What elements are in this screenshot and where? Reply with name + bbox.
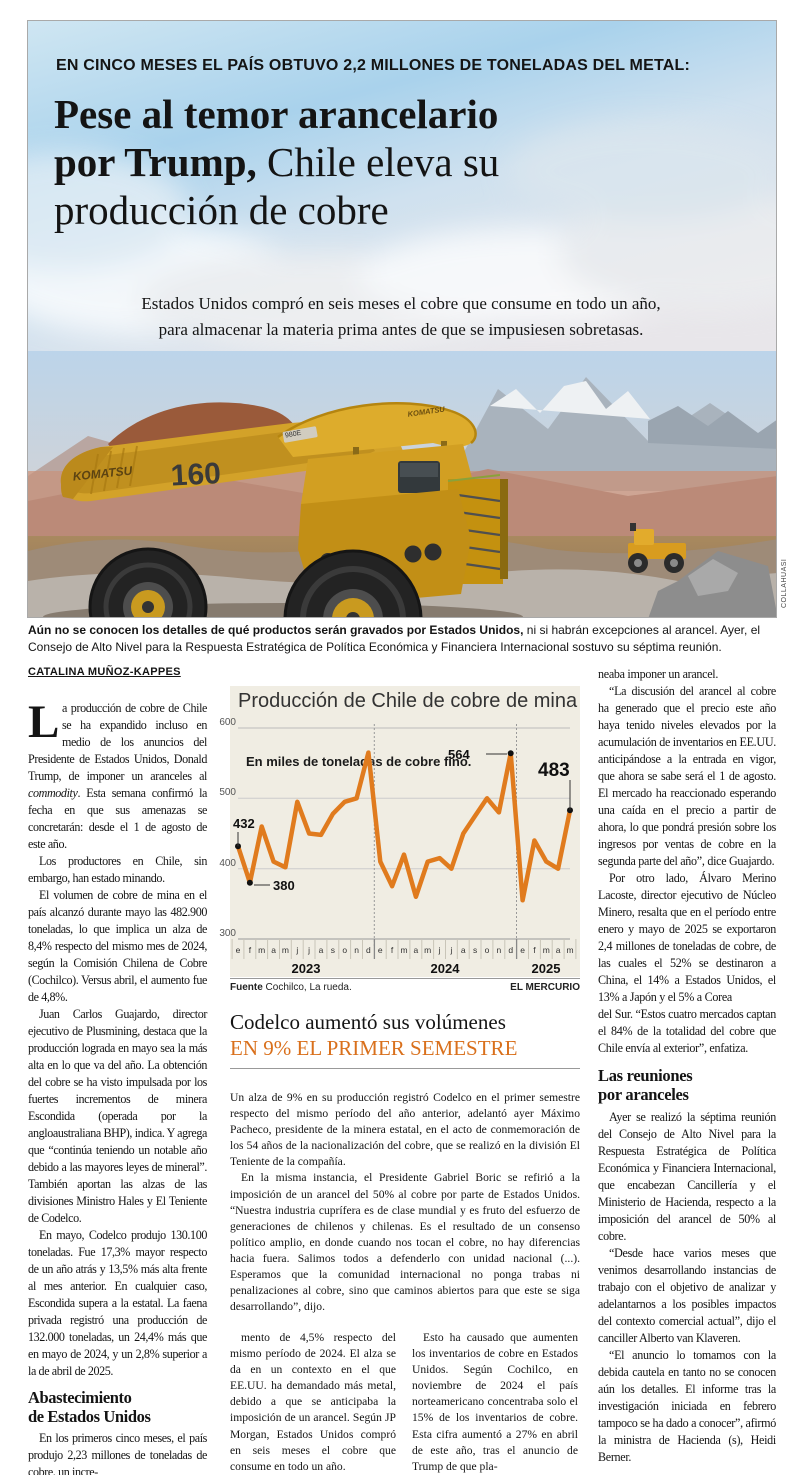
svg-text:2024: 2024 (431, 961, 461, 976)
svg-text:564: 564 (448, 747, 470, 762)
svg-text:s: s (331, 945, 335, 955)
svg-text:160: 160 (170, 457, 222, 493)
svg-text:n: n (497, 945, 502, 955)
svg-text:e: e (236, 945, 241, 955)
svg-text:o: o (485, 945, 490, 955)
svg-text:2025: 2025 (532, 961, 561, 976)
svg-text:600: 600 (219, 717, 236, 728)
svg-text:380: 380 (273, 878, 295, 893)
svg-text:400: 400 (219, 858, 236, 869)
svg-text:a: a (319, 945, 324, 955)
svg-text:d: d (366, 945, 371, 955)
svg-text:300: 300 (219, 928, 236, 939)
svg-text:f: f (391, 945, 394, 955)
svg-text:n: n (354, 945, 359, 955)
svg-text:a: a (271, 945, 276, 955)
svg-text:m: m (566, 945, 573, 955)
svg-text:e: e (378, 945, 383, 955)
svg-text:m: m (543, 945, 550, 955)
svg-text:a: a (556, 945, 561, 955)
svg-text:a: a (461, 945, 466, 955)
svg-text:a: a (414, 945, 419, 955)
svg-text:f: f (533, 945, 536, 955)
svg-text:d: d (508, 945, 513, 955)
svg-text:j: j (295, 945, 298, 955)
svg-text:m: m (400, 945, 407, 955)
svg-text:500: 500 (219, 787, 236, 798)
svg-text:j: j (307, 945, 310, 955)
svg-text:432: 432 (233, 816, 255, 831)
svg-text:m: m (258, 945, 265, 955)
svg-text:s: s (473, 945, 477, 955)
svg-text:m: m (282, 945, 289, 955)
svg-text:483: 483 (538, 760, 570, 781)
svg-text:m: m (424, 945, 431, 955)
svg-text:j: j (438, 945, 441, 955)
svg-text:2023: 2023 (292, 961, 321, 976)
svg-text:e: e (520, 945, 525, 955)
svg-text:o: o (342, 945, 347, 955)
svg-text:j: j (449, 945, 452, 955)
svg-text:f: f (249, 945, 252, 955)
